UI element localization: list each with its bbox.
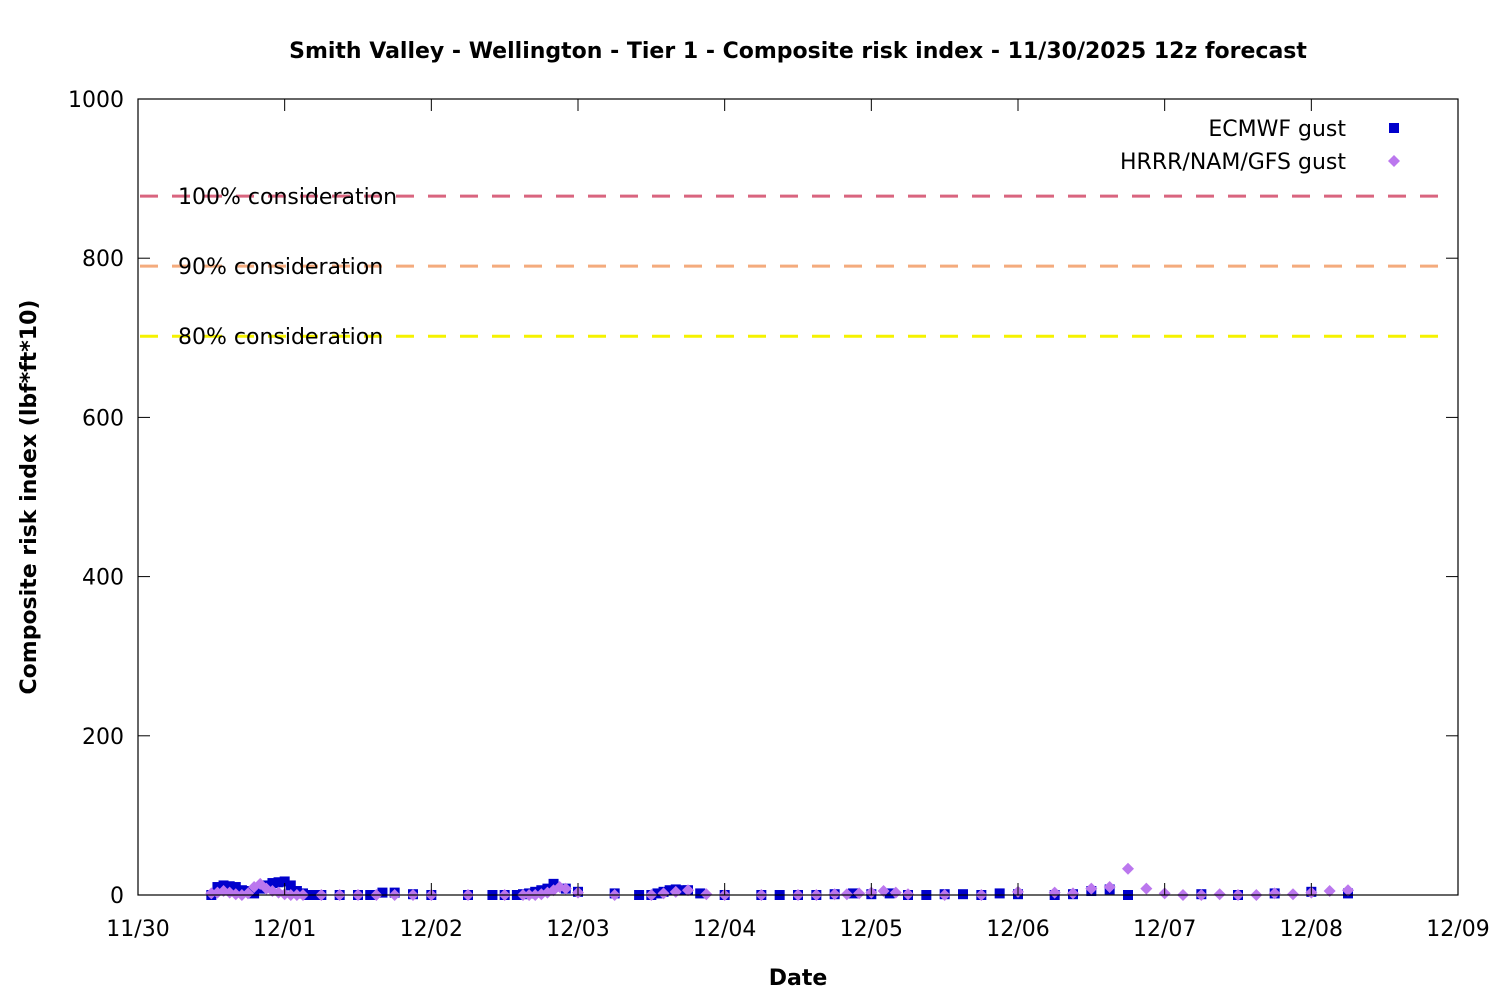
y-axis-label: Composite risk index (lbf*ft*10) [17, 300, 42, 695]
chart-title: Smith Valley - Wellington - Tier 1 - Com… [289, 39, 1307, 64]
legend-label: ECMWF gust [1208, 117, 1346, 142]
data-point [840, 888, 853, 901]
data-point [994, 888, 1005, 899]
data-point [700, 888, 713, 901]
data-point [279, 876, 290, 887]
x-tick-label: 12/04 [693, 917, 756, 942]
y-tick-label: 1000 [68, 88, 124, 113]
data-point [902, 888, 914, 901]
data-point [1323, 885, 1336, 898]
x-tick-label: 12/07 [1133, 917, 1196, 942]
data-point [1048, 886, 1061, 899]
data-point [285, 880, 296, 891]
plot-area-frame [137, 98, 1459, 896]
y-tick-label: 400 [82, 566, 124, 591]
data-point [1342, 884, 1354, 897]
data-point [267, 878, 278, 889]
legend-marker [1388, 155, 1400, 167]
y-tick-label: 800 [82, 247, 124, 272]
x-tick-label: 12/02 [400, 917, 463, 942]
x-tick-label: 12/08 [1280, 917, 1343, 942]
data-point [1213, 888, 1226, 901]
data-point [682, 884, 694, 897]
data-point [664, 885, 675, 896]
data-point [848, 888, 858, 899]
data-point [273, 877, 284, 888]
legend-label: HRRR/NAM/GFS gust [1120, 150, 1346, 175]
data-point [1067, 887, 1079, 900]
data-point [958, 889, 968, 900]
data-point [877, 885, 890, 898]
legend-marker [1389, 123, 1399, 133]
data-point [1140, 882, 1153, 895]
x-tick-label: 12/01 [253, 917, 316, 942]
x-tick-label: 12/05 [840, 917, 903, 942]
y-tick-label: 200 [82, 725, 124, 750]
threshold-label: 100% consideration [178, 185, 397, 210]
x-axis-label: Date [769, 966, 828, 991]
data-point [884, 888, 895, 899]
data-point [1268, 887, 1281, 900]
data-point [249, 888, 260, 899]
data-point [1085, 882, 1098, 895]
threshold-lines: 100% consideration 90% consideration 80% c… [140, 185, 1448, 350]
x-tick-label: 12/09 [1426, 917, 1489, 942]
series-hrrr-nam-gfs-gust [205, 862, 1354, 901]
data-point [242, 887, 254, 900]
threshold-label: 80% consideration [178, 325, 383, 350]
legend: ECMWF gust HRRR/NAM/GFS gust [1120, 117, 1400, 175]
data-point [652, 888, 663, 899]
data-point [657, 887, 670, 900]
y-tick-label: 0 [110, 884, 124, 909]
data-point [548, 878, 559, 889]
data-point [377, 887, 388, 898]
threshold-label: 90% consideration [178, 255, 383, 280]
data-point [559, 882, 572, 895]
data-point [676, 885, 687, 896]
data-point [1103, 881, 1116, 894]
y-tick-label: 600 [82, 406, 124, 431]
data-point [1122, 862, 1134, 875]
x-tick-label: 12/06 [986, 917, 1049, 942]
x-tick-label: 11/30 [106, 917, 169, 942]
data-point [853, 887, 866, 900]
data-point [230, 882, 241, 893]
data-point [224, 881, 235, 892]
x-tick-label: 12/03 [546, 917, 609, 942]
data-point [1287, 888, 1299, 901]
data-point [828, 888, 841, 901]
data-point [889, 886, 902, 899]
axis-ticks: 0 200 400 600 800 1000 11/30 12/01 12/02 12/03 12/… [68, 88, 1490, 942]
data-point [695, 888, 706, 899]
